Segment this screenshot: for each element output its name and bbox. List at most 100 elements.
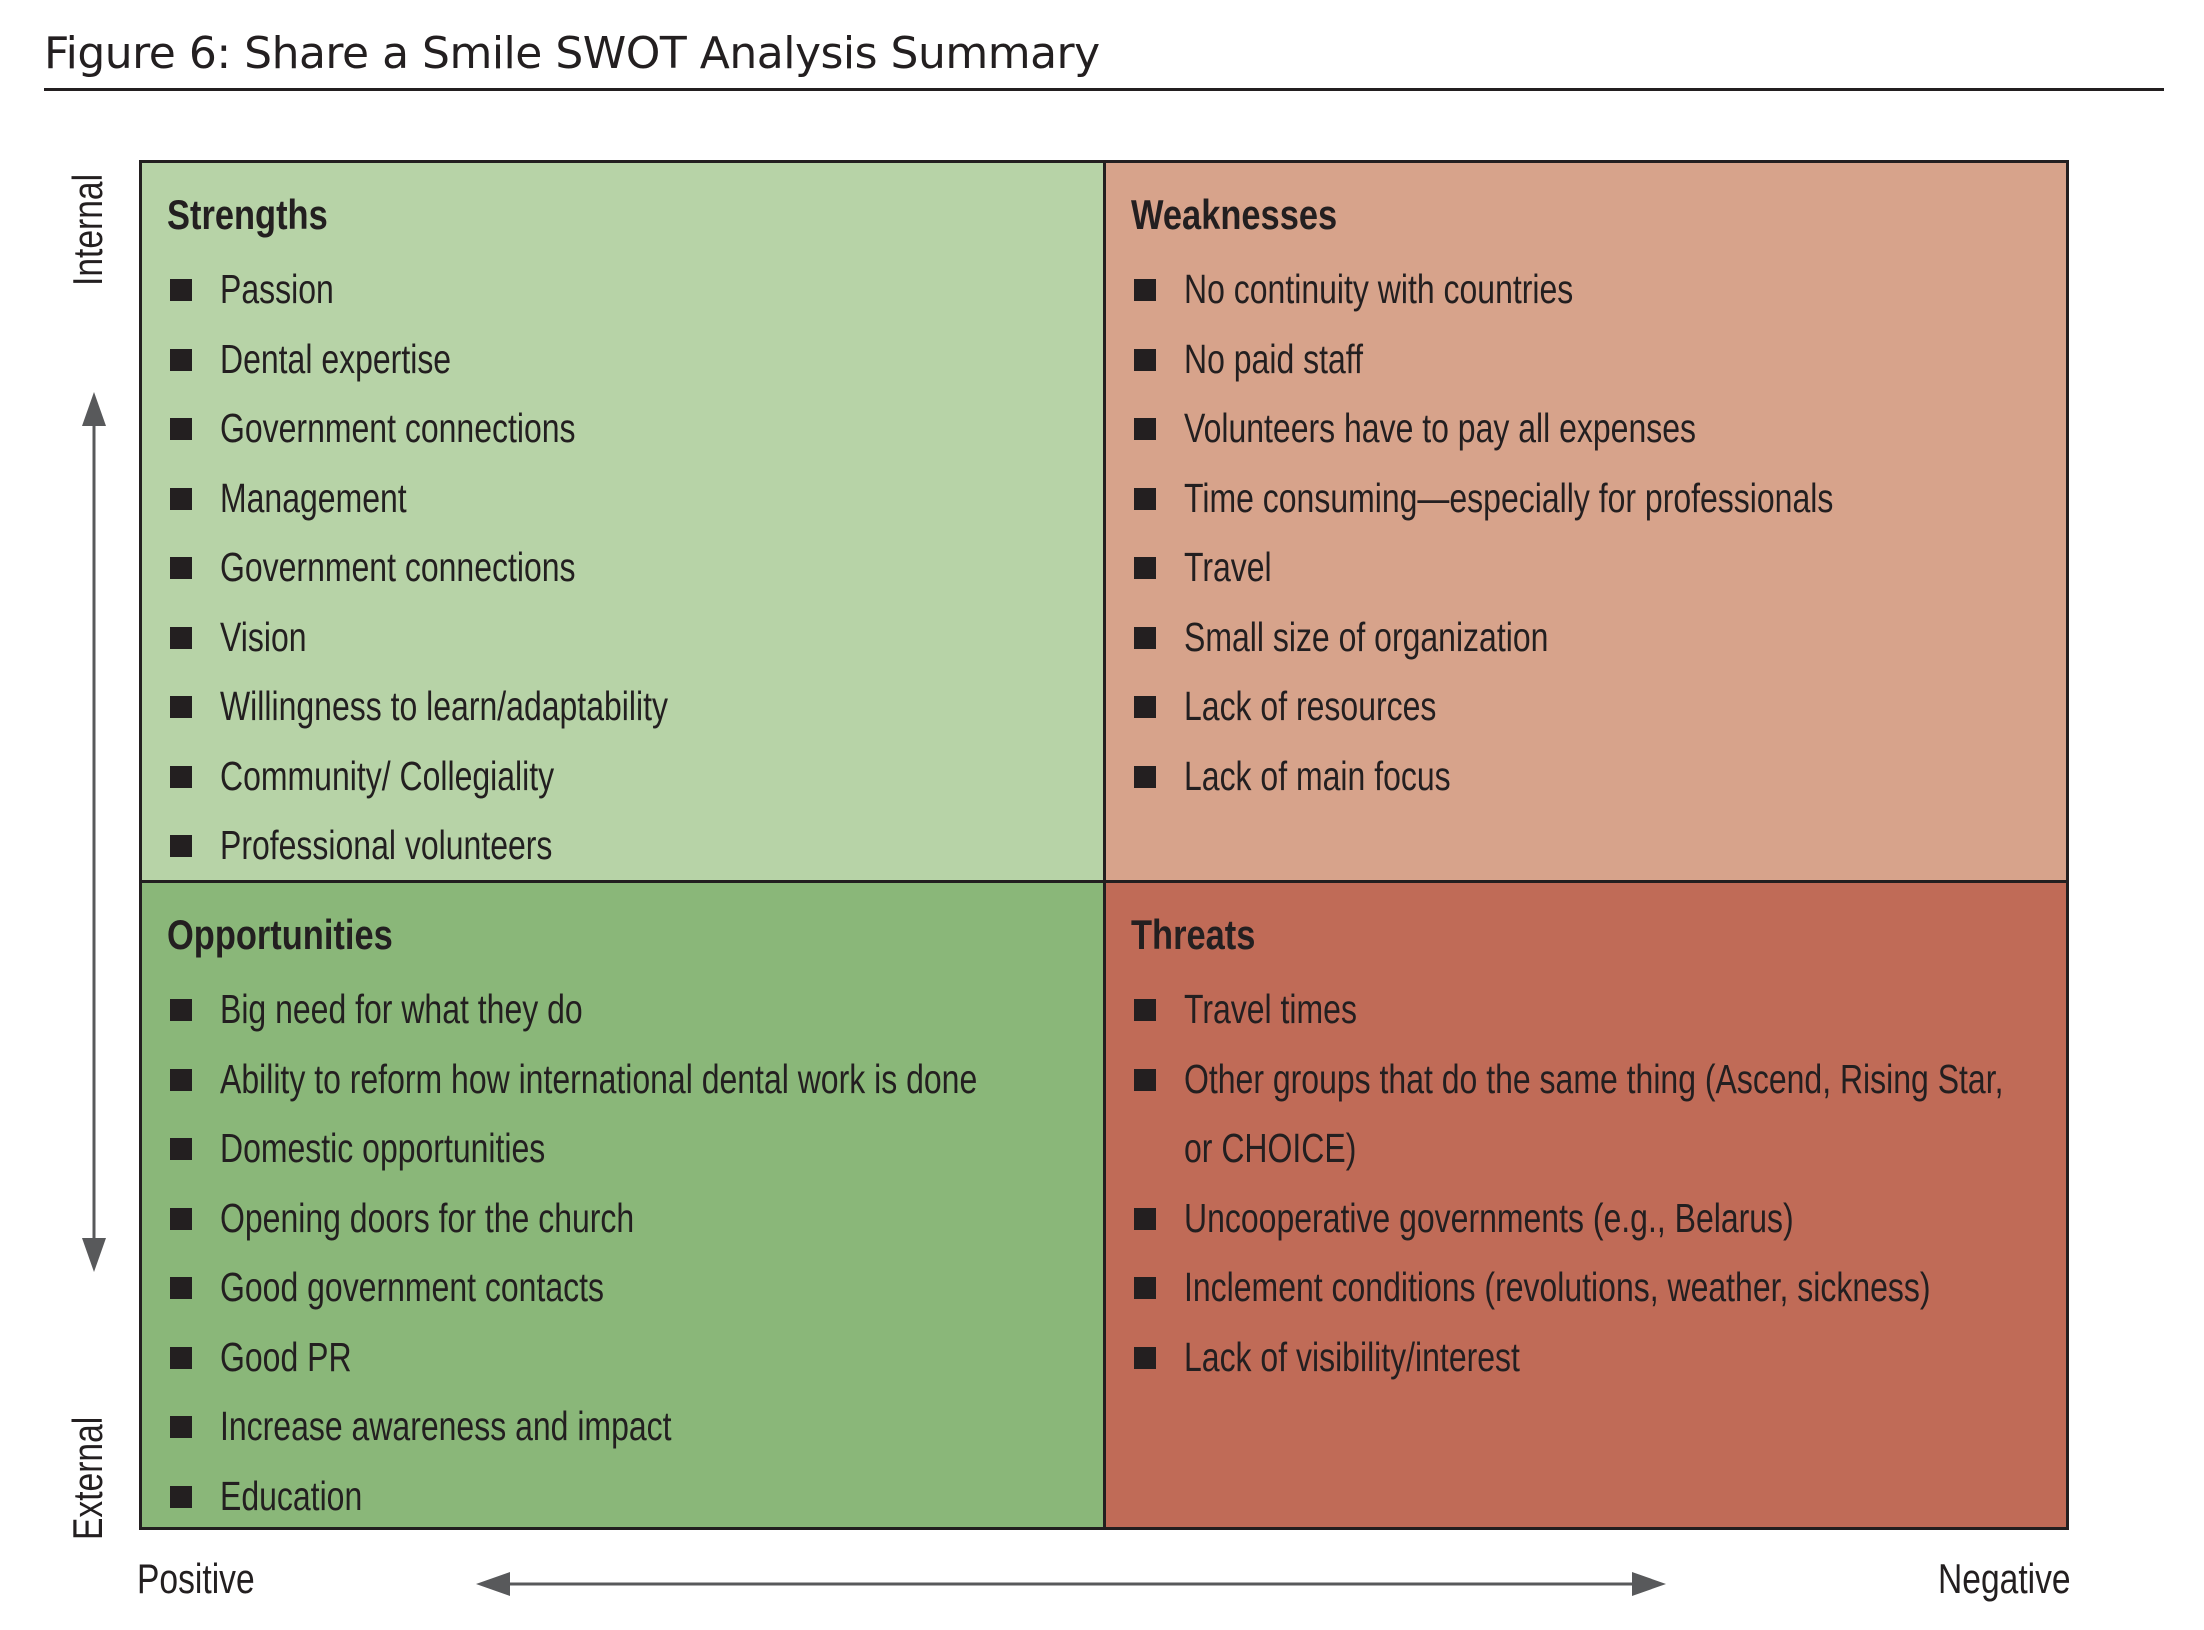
square-bullet-icon [170, 348, 192, 371]
list-item: Travel [1131, 533, 2046, 603]
list-item-text: Uncooperative governments (e.g., Belarus… [1184, 1194, 1794, 1241]
threats-title: Threats [1131, 911, 1256, 958]
square-bullet-icon [170, 835, 192, 857]
threats-quadrant: Threats Travel times Other groups that do… [1106, 883, 2066, 1527]
list-item: Dental expertise [167, 325, 1083, 395]
square-bullet-icon [1134, 279, 1156, 301]
square-bullet-icon [170, 1277, 192, 1299]
vertical-double-arrow [82, 392, 106, 1272]
square-bullet-icon [1134, 1068, 1156, 1091]
square-bullet-icon [1134, 696, 1156, 718]
list-item: Domestic opportunities [167, 1114, 1083, 1184]
opportunities-list: Big need for what they do Ability to refo… [167, 975, 1083, 1527]
weaknesses-list: No continuity with countries No paid staf… [1131, 255, 2046, 811]
list-item: Uncooperative governments (e.g., Belarus… [1131, 1184, 2046, 1254]
square-bullet-icon [1134, 418, 1156, 440]
internal-axis-label: Internal [64, 173, 111, 286]
swot-grid: Strengths Passion Dental expertise Governm… [139, 160, 2069, 1530]
list-item: Professional volunteers [167, 811, 1083, 880]
list-item-text: Lack of visibility/interest [1184, 1333, 1520, 1380]
list-item-text: Domestic opportunities [220, 1125, 546, 1171]
list-item: No paid staff [1131, 325, 2046, 395]
square-bullet-icon [170, 487, 192, 510]
list-item: Management [167, 464, 1083, 534]
list-item: Time consuming—especially for profession… [1131, 464, 2046, 534]
square-bullet-icon [1134, 626, 1156, 649]
list-item-text: Passion [220, 266, 334, 312]
list-item-text: Management [220, 474, 407, 521]
square-bullet-icon [170, 418, 192, 440]
square-bullet-icon [170, 1207, 192, 1230]
square-bullet-icon [170, 1485, 192, 1508]
strengths-title: Strengths [167, 191, 328, 238]
threats-list: Travel times Other groups that do the sam… [1131, 975, 2046, 1392]
list-item-text: Increase awareness and impact [220, 1403, 672, 1449]
square-bullet-icon [170, 1416, 192, 1438]
square-bullet-icon [170, 557, 192, 579]
square-bullet-icon [170, 696, 192, 718]
square-bullet-icon [1134, 557, 1156, 579]
figure-title: Figure 6: Share a Smile SWOT Analysis Su… [44, 28, 1100, 79]
square-bullet-icon [170, 765, 192, 788]
square-bullet-icon [1134, 765, 1156, 788]
list-item-text: Big need for what they do [220, 986, 583, 1032]
list-item: Vision [167, 603, 1083, 673]
list-item-text: Professional volunteers [220, 822, 553, 868]
list-item-text: Other groups that do the same thing (Asc… [1184, 1055, 2004, 1172]
list-item-text: No continuity with countries [1184, 266, 1574, 312]
list-item: Good government contacts [167, 1253, 1083, 1323]
opportunities-title: Opportunities [167, 911, 393, 958]
list-item: Education [167, 1462, 1083, 1528]
list-item-text: Inclement conditions (revolutions, weath… [1184, 1264, 1931, 1310]
list-item: Community/ Collegiality [167, 742, 1083, 812]
square-bullet-icon [170, 1068, 192, 1091]
list-item-text: Government connections [220, 544, 576, 590]
square-bullet-icon [170, 626, 192, 649]
square-bullet-icon [1134, 487, 1156, 510]
list-item-text: Lack of resources [1184, 683, 1437, 729]
list-item-text: Travel [1184, 544, 1272, 590]
strengths-quadrant: Strengths Passion Dental expertise Governm… [142, 163, 1106, 883]
list-item: Travel times [1131, 975, 2046, 1045]
positive-axis-label: Positive [137, 1555, 255, 1602]
list-item: Good PR [167, 1323, 1083, 1393]
list-item: Inclement conditions (revolutions, weath… [1131, 1253, 2046, 1323]
horizontal-double-arrow [476, 1572, 1666, 1596]
list-item-text: No paid staff [1184, 335, 1363, 382]
list-item-text: Travel times [1184, 986, 1357, 1032]
negative-axis-label: Negative [1938, 1555, 2071, 1602]
list-item: Lack of resources [1131, 672, 2046, 742]
square-bullet-icon [1134, 999, 1156, 1021]
list-item-text: Willingness to learn/adaptability [220, 683, 668, 729]
strengths-list: Passion Dental expertise Government connec… [167, 255, 1083, 880]
list-item-text: Opening doors for the church [220, 1194, 635, 1241]
list-item: Other groups that do the same thing (Asc… [1131, 1045, 2046, 1184]
square-bullet-icon [170, 999, 192, 1021]
square-bullet-icon [170, 1346, 192, 1369]
square-bullet-icon [1134, 1277, 1156, 1299]
list-item: Willingness to learn/adaptability [167, 672, 1083, 742]
weaknesses-quadrant: Weaknesses No continuity with countries N… [1106, 163, 2066, 883]
weaknesses-title: Weaknesses [1131, 191, 1338, 238]
list-item-text: Volunteers have to pay all expenses [1184, 405, 1697, 451]
list-item-text: Dental expertise [220, 335, 452, 382]
list-item-text: Education [220, 1472, 363, 1519]
external-axis-label: External [64, 1416, 111, 1540]
list-item: Passion [167, 255, 1083, 325]
list-item: Government connections [167, 533, 1083, 603]
square-bullet-icon [170, 1138, 192, 1160]
list-item: Big need for what they do [167, 975, 1083, 1045]
list-item-text: Government connections [220, 405, 576, 451]
list-item-text: Good government contacts [220, 1264, 604, 1310]
square-bullet-icon [1134, 1346, 1156, 1369]
list-item: Government connections [167, 394, 1083, 464]
list-item-text: Ability to reform how international dent… [220, 1055, 978, 1102]
square-bullet-icon [1134, 348, 1156, 371]
list-item: Volunteers have to pay all expenses [1131, 394, 2046, 464]
list-item-text: Community/ Collegiality [220, 752, 555, 799]
square-bullet-icon [1134, 1207, 1156, 1230]
list-item: Opening doors for the church [167, 1184, 1083, 1254]
square-bullet-icon [170, 279, 192, 301]
title-rule [44, 88, 2164, 91]
list-item: Lack of main focus [1131, 742, 2046, 812]
